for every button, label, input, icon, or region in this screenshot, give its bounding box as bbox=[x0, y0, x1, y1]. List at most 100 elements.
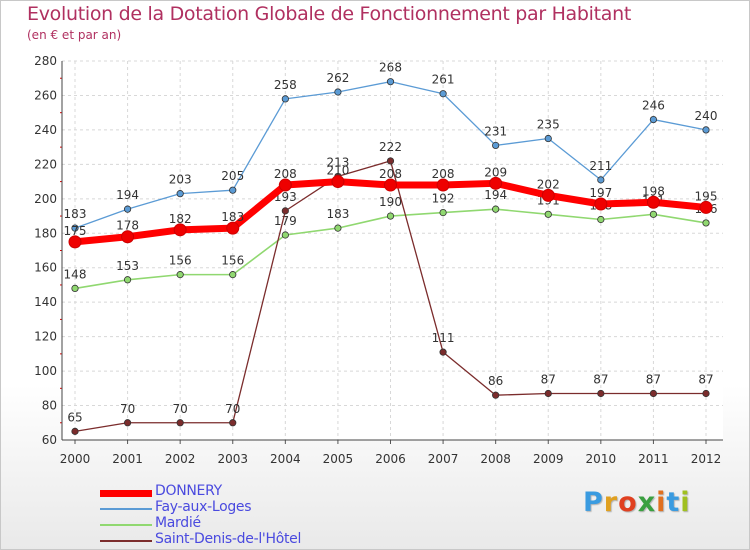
line-chart: 60 80 100 120 140 160 180 200 220 240 260 280 2000 20… bbox=[34, 54, 723, 466]
logo-letter: o bbox=[618, 487, 638, 518]
data-label: 203 bbox=[169, 173, 192, 187]
logo-letter: i bbox=[656, 487, 667, 518]
data-point bbox=[436, 178, 450, 192]
data-point bbox=[649, 115, 658, 124]
data-point bbox=[68, 235, 82, 249]
legend-swatch bbox=[100, 508, 152, 510]
x-tick-label: 2008 bbox=[480, 452, 511, 466]
legend-label: Mardié bbox=[155, 515, 201, 531]
x-tick-label: 2010 bbox=[586, 452, 617, 466]
data-label: 70 bbox=[173, 402, 188, 416]
data-point bbox=[702, 126, 710, 134]
data-point bbox=[123, 419, 132, 427]
data-point bbox=[544, 389, 552, 398]
logo-letter: t bbox=[666, 487, 681, 518]
x-tick-label: 2001 bbox=[112, 452, 143, 466]
data-point bbox=[492, 205, 500, 213]
logo-letter: r bbox=[603, 487, 619, 518]
data-point bbox=[649, 210, 658, 218]
y-tick-label: 220 bbox=[34, 157, 57, 171]
data-label: 268 bbox=[379, 61, 402, 75]
data-label: 175 bbox=[64, 224, 87, 238]
data-point bbox=[386, 78, 395, 86]
chart-title: Evolution de la Dotation Globale de Fonc… bbox=[27, 3, 632, 25]
data-label: 70 bbox=[120, 402, 135, 416]
data-point bbox=[439, 209, 447, 217]
y-tick-label: 160 bbox=[34, 261, 57, 275]
data-label: 190 bbox=[379, 195, 402, 209]
data-label: 262 bbox=[326, 71, 349, 85]
series-fay-aux-loges: 183 194 203 205 258 262 268 261 231 235 211 246 240 bbox=[64, 61, 718, 232]
data-point bbox=[544, 210, 552, 218]
data-label: 213 bbox=[326, 155, 349, 169]
data-point bbox=[649, 389, 658, 398]
data-point bbox=[646, 195, 660, 209]
y-tick-label: 80 bbox=[42, 399, 57, 413]
data-point bbox=[331, 175, 345, 189]
y-tick-label: 180 bbox=[34, 226, 57, 240]
data-label: 178 bbox=[116, 219, 139, 233]
data-label: 183 bbox=[326, 207, 349, 221]
x-tick-label: 2000 bbox=[60, 452, 91, 466]
data-point bbox=[541, 188, 555, 202]
y-tick-label: 120 bbox=[34, 330, 57, 344]
data-label: 194 bbox=[116, 188, 139, 202]
logo-letter: P bbox=[583, 487, 604, 518]
data-label: 87 bbox=[698, 372, 713, 386]
data-point bbox=[439, 90, 447, 98]
data-point bbox=[123, 205, 132, 213]
x-tick-label: 2005 bbox=[323, 452, 354, 466]
x-tick-label: 2009 bbox=[533, 452, 564, 466]
plot-area bbox=[62, 61, 723, 440]
x-tick-label: 2007 bbox=[428, 452, 459, 466]
data-label: 195 bbox=[695, 189, 718, 203]
legend-label: DONNERY bbox=[155, 483, 222, 499]
data-label: 261 bbox=[432, 73, 455, 87]
data-point bbox=[386, 157, 395, 165]
data-point bbox=[597, 389, 605, 398]
legend-label: Saint-Denis-de-l'Hôtel bbox=[155, 531, 302, 547]
data-point bbox=[594, 197, 608, 211]
data-label: 240 bbox=[695, 109, 718, 123]
data-point bbox=[334, 88, 342, 96]
data-label: 182 bbox=[169, 212, 192, 226]
data-point bbox=[544, 134, 552, 143]
data-label: 208 bbox=[274, 167, 297, 181]
y-tick-label: 200 bbox=[34, 192, 57, 206]
data-point bbox=[386, 212, 395, 220]
data-label: 258 bbox=[274, 78, 297, 92]
chart-subtitle: (en € et par an) bbox=[27, 28, 122, 42]
x-tick-label: 2004 bbox=[270, 452, 301, 466]
data-label: 87 bbox=[646, 372, 661, 386]
data-point bbox=[121, 230, 135, 244]
data-point bbox=[384, 178, 397, 192]
data-point bbox=[489, 176, 503, 190]
data-label: 192 bbox=[432, 192, 455, 206]
data-label: 111 bbox=[432, 331, 455, 345]
data-point bbox=[334, 224, 342, 232]
data-label: 87 bbox=[593, 372, 608, 386]
data-point bbox=[278, 178, 292, 192]
legend-swatch bbox=[100, 524, 152, 526]
data-label: 70 bbox=[225, 402, 240, 416]
data-label: 179 bbox=[274, 214, 297, 228]
data-label: 65 bbox=[67, 410, 82, 424]
data-label: 148 bbox=[64, 267, 87, 281]
data-label: 198 bbox=[642, 184, 665, 198]
data-label: 86 bbox=[488, 374, 503, 388]
data-label: 222 bbox=[379, 140, 402, 154]
series-mardie: 148153156156179183190192194191188191186 bbox=[64, 188, 717, 292]
data-point bbox=[702, 219, 710, 227]
logo-letter: x bbox=[637, 487, 657, 518]
data-point bbox=[492, 391, 500, 399]
data-label: 87 bbox=[541, 372, 556, 386]
proxiti-logo: Proxiti bbox=[583, 487, 691, 518]
data-point bbox=[176, 190, 184, 198]
data-label: 209 bbox=[484, 165, 507, 179]
data-point bbox=[71, 284, 79, 292]
data-point bbox=[597, 215, 605, 224]
y-tick-label: 140 bbox=[34, 295, 57, 309]
x-tick-label: 2002 bbox=[165, 452, 196, 466]
data-label: 156 bbox=[221, 254, 244, 268]
